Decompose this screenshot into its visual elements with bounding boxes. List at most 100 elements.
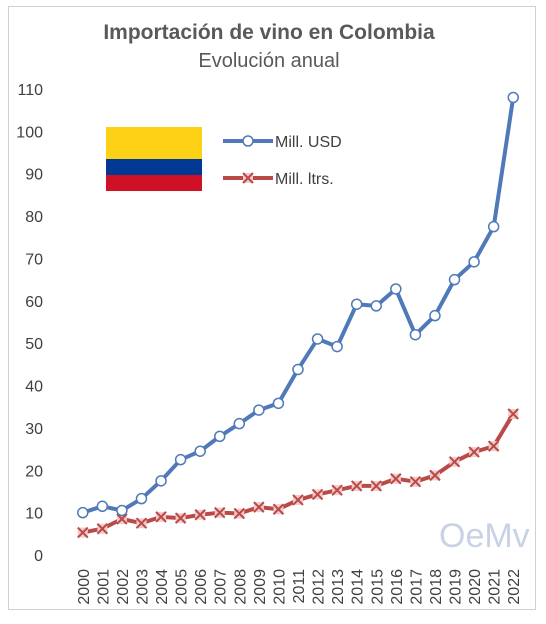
data-point: [272, 503, 285, 515]
data-point: [448, 456, 461, 468]
x-tick-label: 2007: [213, 569, 230, 605]
data-point: [96, 523, 109, 535]
x-tick-label: 2020: [467, 569, 484, 605]
x-tick-label: 2002: [115, 569, 132, 605]
y-tick-label: 50: [25, 336, 43, 353]
data-point: [429, 469, 441, 482]
data-point: [77, 526, 89, 539]
data-point: [155, 511, 167, 523]
data-point: [174, 453, 187, 466]
x-tick-label: 2011: [291, 569, 308, 604]
x-tick-label: 2005: [174, 569, 191, 605]
data-point: [448, 273, 461, 286]
data-point: [155, 475, 167, 487]
x-tick-label: 2012: [311, 569, 328, 605]
x-tick-label: 2021: [487, 569, 504, 605]
x-tick-label: 2016: [389, 569, 406, 605]
data-point: [292, 363, 304, 376]
x-axis-ticks: 2000 2001 2002 2003 2004 2005 2006 2007 2008 2009…: [76, 569, 523, 605]
data-point: [116, 504, 128, 517]
data-point: [409, 476, 422, 488]
x-tick-label: 2000: [76, 569, 93, 605]
colombia-flag-icon: [106, 127, 202, 191]
legend-marker-ltrs: [242, 172, 254, 184]
data-point: [233, 417, 246, 430]
data-point: [468, 446, 480, 458]
legend-item-usd: Mill. USD: [223, 134, 342, 151]
data-point: [390, 473, 402, 485]
data-point: [370, 300, 383, 312]
flag-stripe-yellow: [106, 127, 202, 159]
x-tick-label: 2003: [134, 569, 151, 605]
y-tick-label: 10: [25, 506, 43, 523]
series-layer: [77, 91, 519, 539]
x-tick-label: 2018: [428, 569, 445, 605]
y-tick-label: 70: [25, 251, 43, 268]
series-ltrs: [77, 408, 519, 539]
data-point: [214, 506, 226, 519]
data-point: [487, 440, 500, 452]
y-tick-label: 90: [25, 167, 43, 184]
legend: Mill. USD Mill. ltrs.: [223, 134, 342, 188]
legend-marker-usd: [242, 135, 254, 147]
data-point: [429, 309, 441, 322]
series-usd: [77, 91, 519, 519]
data-point: [350, 480, 363, 492]
data-point: [507, 408, 519, 420]
data-point: [311, 488, 324, 501]
legend-item-ltrs: Mill. ltrs.: [223, 171, 334, 188]
x-tick-label: 2013: [330, 569, 347, 605]
y-tick-label: 20: [25, 463, 43, 480]
data-point: [409, 328, 422, 341]
chart-frame: Importación de vino en Colombia Evolució…: [8, 6, 536, 610]
data-point: [331, 484, 343, 496]
chart-title: Importación de vino en Colombia: [103, 21, 435, 44]
y-tick-label: 100: [16, 124, 43, 141]
x-tick-label: 2008: [232, 569, 249, 605]
data-point: [350, 298, 363, 310]
flag-stripe-red: [106, 175, 202, 191]
data-point: [292, 494, 304, 506]
data-point: [487, 220, 500, 233]
y-tick-label: 0: [34, 548, 43, 565]
data-point: [135, 517, 148, 529]
x-tick-label: 2017: [408, 569, 425, 605]
data-point: [390, 283, 402, 295]
legend-label-usd: Mill. USD: [275, 134, 342, 151]
data-point: [272, 397, 285, 410]
data-point: [116, 513, 128, 525]
data-point: [311, 333, 324, 345]
legend-x-marker: [242, 172, 254, 184]
data-point: [233, 507, 246, 520]
data-point: [194, 445, 206, 457]
y-tick-label: 110: [17, 82, 43, 99]
x-tick-label: 2001: [95, 569, 112, 605]
data-point: [331, 340, 343, 353]
data-point: [507, 91, 519, 104]
data-point: [253, 501, 265, 513]
flag-stripe-blue: [106, 159, 202, 175]
legend-label-ltrs: Mill. ltrs.: [275, 171, 334, 188]
y-axis-ticks: 0 10 20 30 40 50 60 70 80 90 100 110: [16, 82, 43, 565]
x-tick-label: 2015: [369, 569, 386, 605]
y-tick-label: 30: [25, 421, 43, 438]
x-tick-label: 2006: [193, 569, 210, 605]
x-tick-label: 2022: [506, 569, 523, 605]
x-tick-label: 2004: [154, 569, 171, 605]
data-point: [468, 256, 480, 268]
data-point: [96, 500, 109, 513]
chart-subtitle: Evolución anual: [198, 50, 339, 72]
data-point: [370, 480, 382, 492]
line-chart: Importación de vino en Colombia Evolució…: [16, 21, 530, 605]
series-line: [82, 412, 515, 535]
x-tick-label: 2019: [448, 569, 465, 605]
x-tick-label: 2009: [252, 569, 269, 605]
data-point: [135, 492, 148, 505]
x-tick-label: 2014: [350, 569, 367, 605]
oemv-logo: OeMv: [439, 517, 530, 555]
data-point: [77, 506, 89, 519]
y-tick-label: 60: [25, 294, 43, 311]
data-point: [213, 430, 226, 443]
data-point: [194, 509, 206, 521]
x-tick-label: 2010: [271, 569, 288, 605]
